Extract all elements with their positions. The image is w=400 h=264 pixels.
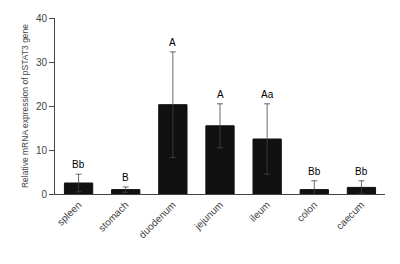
svg-text:Aa: Aa bbox=[261, 89, 274, 100]
svg-text:jejunum: jejunum bbox=[192, 199, 225, 232]
svg-text:ileum: ileum bbox=[247, 199, 272, 224]
svg-text:stomach: stomach bbox=[96, 199, 131, 234]
svg-text:caecum: caecum bbox=[334, 199, 367, 232]
svg-text:Relative mRNA expression of pS: Relative mRNA expression of pSTAT3 gene bbox=[20, 24, 30, 188]
svg-text:A: A bbox=[217, 89, 224, 100]
svg-text:duodenum: duodenum bbox=[137, 199, 178, 240]
svg-text:Bb: Bb bbox=[355, 166, 368, 177]
svg-text:colon: colon bbox=[295, 199, 320, 224]
svg-text:10: 10 bbox=[36, 145, 48, 156]
svg-text:20: 20 bbox=[36, 101, 48, 112]
svg-text:30: 30 bbox=[36, 57, 48, 68]
svg-text:B: B bbox=[122, 172, 129, 183]
svg-text:spleen: spleen bbox=[55, 199, 84, 228]
svg-text:A: A bbox=[169, 37, 176, 48]
svg-text:0: 0 bbox=[41, 189, 47, 200]
svg-text:40: 40 bbox=[36, 13, 48, 24]
svg-text:Bb: Bb bbox=[308, 166, 321, 177]
svg-text:Bb: Bb bbox=[72, 159, 85, 170]
